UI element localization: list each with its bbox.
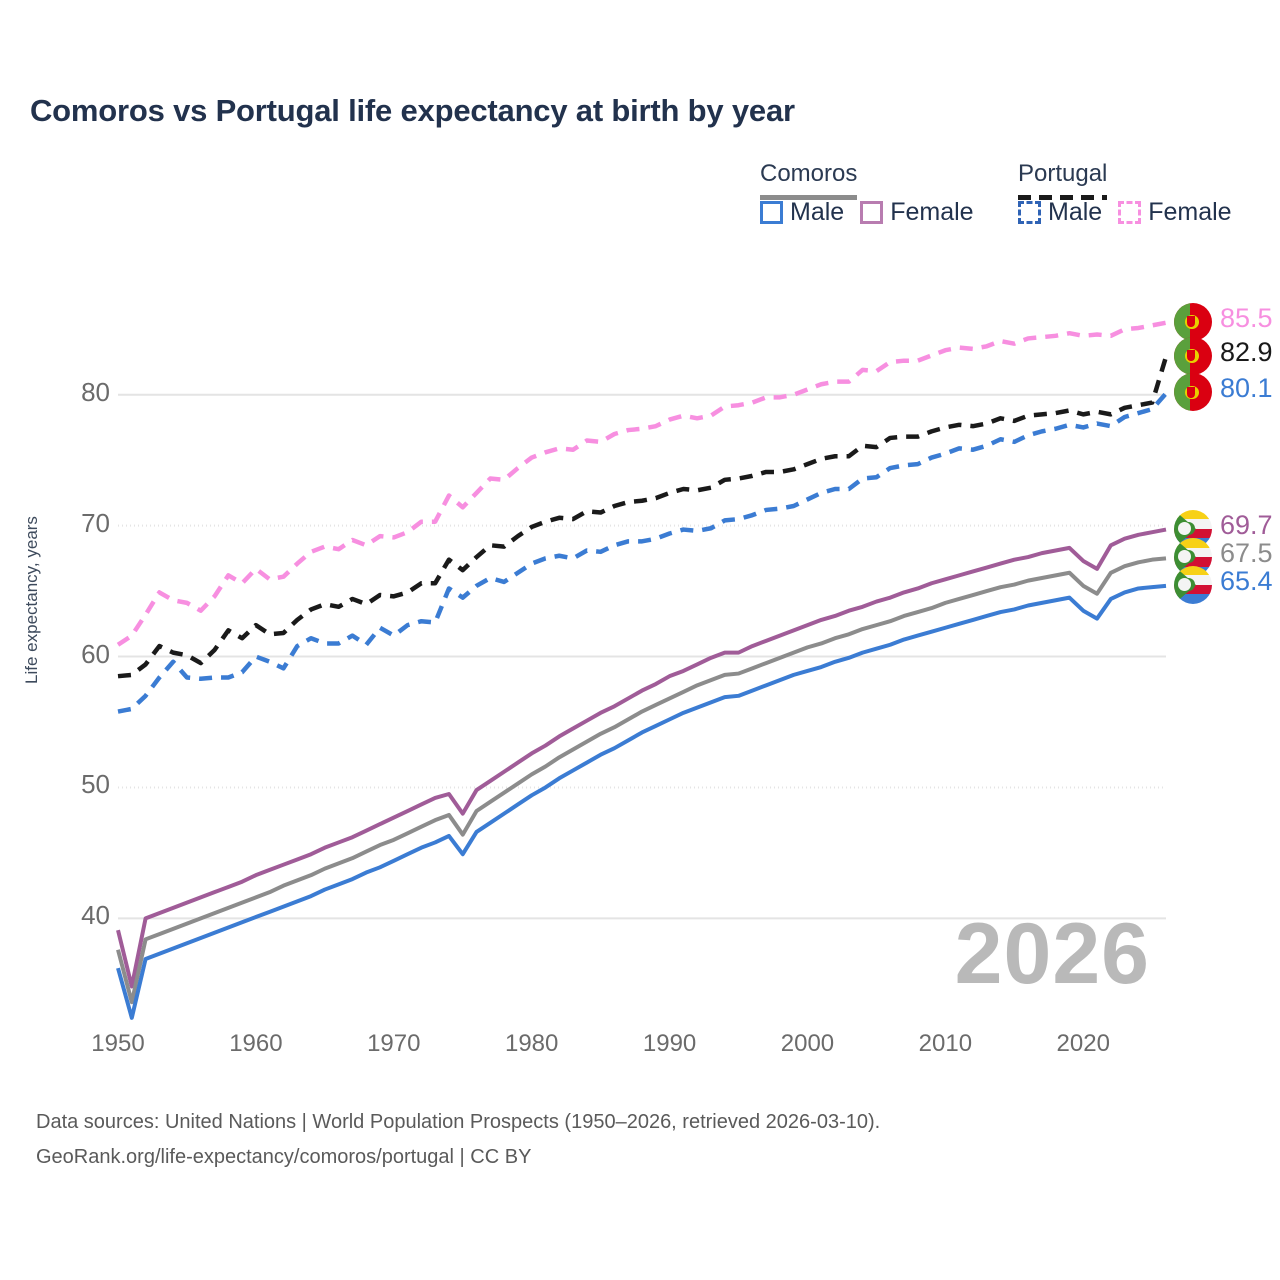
end-label-value: 69.7 (1220, 509, 1273, 540)
y-tick-label: 80 (81, 376, 110, 407)
watermark-year: 2026 (954, 906, 1150, 1002)
end-label-value: 85.5 (1220, 302, 1273, 333)
series-line (116, 583, 1167, 1020)
legend-group-portugal: Portugal Male Female (1018, 160, 1232, 226)
chart-legend: Comoros Male Female Portugal Male (760, 160, 1250, 240)
end-label-value: 65.4 (1220, 565, 1273, 596)
series-line (116, 527, 1167, 989)
legend-group-comoros: Comoros Male Female (760, 160, 974, 226)
series-end-label: 85.5 (1174, 302, 1273, 341)
footer-line-url: GeoRank.org/life-expectancy/comoros/port… (36, 1146, 532, 1168)
legend-items: Male Female (1018, 198, 1232, 227)
x-tick-label: 2000 (780, 1030, 835, 1057)
legend-item-label: Female (890, 198, 974, 226)
end-label-value: 67.5 (1220, 538, 1273, 569)
portugal-flag-icon (1174, 373, 1212, 412)
legend-item-label: Female (1148, 198, 1232, 226)
legend-swatch-icon (860, 201, 884, 224)
series-line (116, 556, 1167, 1005)
series-end-label: 80.1 (1174, 373, 1273, 412)
y-tick-label: 50 (81, 769, 110, 800)
legend-group-rule-solid (760, 195, 858, 200)
series-end-label: 82.9 (1174, 336, 1273, 375)
series-line (116, 320, 1167, 647)
legend-group-rule-dashed (1018, 195, 1108, 200)
legend-swatch-icon (760, 201, 783, 224)
x-tick-label: 2020 (1056, 1030, 1110, 1057)
comoros-flag-icon (1174, 565, 1212, 604)
page-title: Comoros vs Portugal life expectancy at b… (30, 93, 795, 128)
portugal-flag-icon (1174, 302, 1212, 341)
x-tick-label: 1990 (642, 1030, 697, 1057)
portugal-flag-icon (1174, 336, 1212, 375)
x-tick-label: 2010 (918, 1030, 973, 1057)
series-end-label: 67.5 (1174, 538, 1273, 577)
legend-item-portugal-female[interactable]: Female (1118, 198, 1232, 227)
series-end-label: 69.7 (1174, 509, 1273, 548)
y-tick-label: 40 (81, 900, 110, 931)
legend-item-portugal-male[interactable]: Male (1018, 198, 1102, 227)
footer-line-sources: Data sources: United Nations | World Pop… (36, 1111, 881, 1133)
end-label-value: 80.1 (1220, 373, 1273, 404)
legend-item-label: Male (790, 198, 845, 226)
y-tick-label: 70 (81, 507, 110, 538)
legend-group-title: Comoros (760, 160, 858, 187)
y-tick-label: 60 (81, 638, 110, 669)
x-tick-label: 1980 (504, 1030, 559, 1057)
footer-credits: Data sources: United Nations | World Pop… (36, 1105, 880, 1175)
legend-group-title: Portugal (1018, 160, 1108, 187)
legend-item-label: Male (1048, 198, 1103, 226)
x-tick-label: 1950 (91, 1030, 145, 1057)
x-tick-label: 1970 (367, 1030, 421, 1057)
legend-items: Male Female (760, 198, 974, 227)
legend-swatch-icon (1018, 201, 1041, 224)
end-label-value: 82.9 (1220, 336, 1273, 367)
legend-item-comoros-male[interactable]: Male (760, 198, 844, 227)
series-line (117, 391, 1168, 714)
x-tick-label: 1960 (229, 1030, 283, 1057)
series-line (117, 356, 1169, 679)
series-end-label: 65.4 (1174, 565, 1273, 604)
legend-swatch-icon (1118, 201, 1142, 224)
legend-item-comoros-female[interactable]: Female (860, 198, 974, 227)
